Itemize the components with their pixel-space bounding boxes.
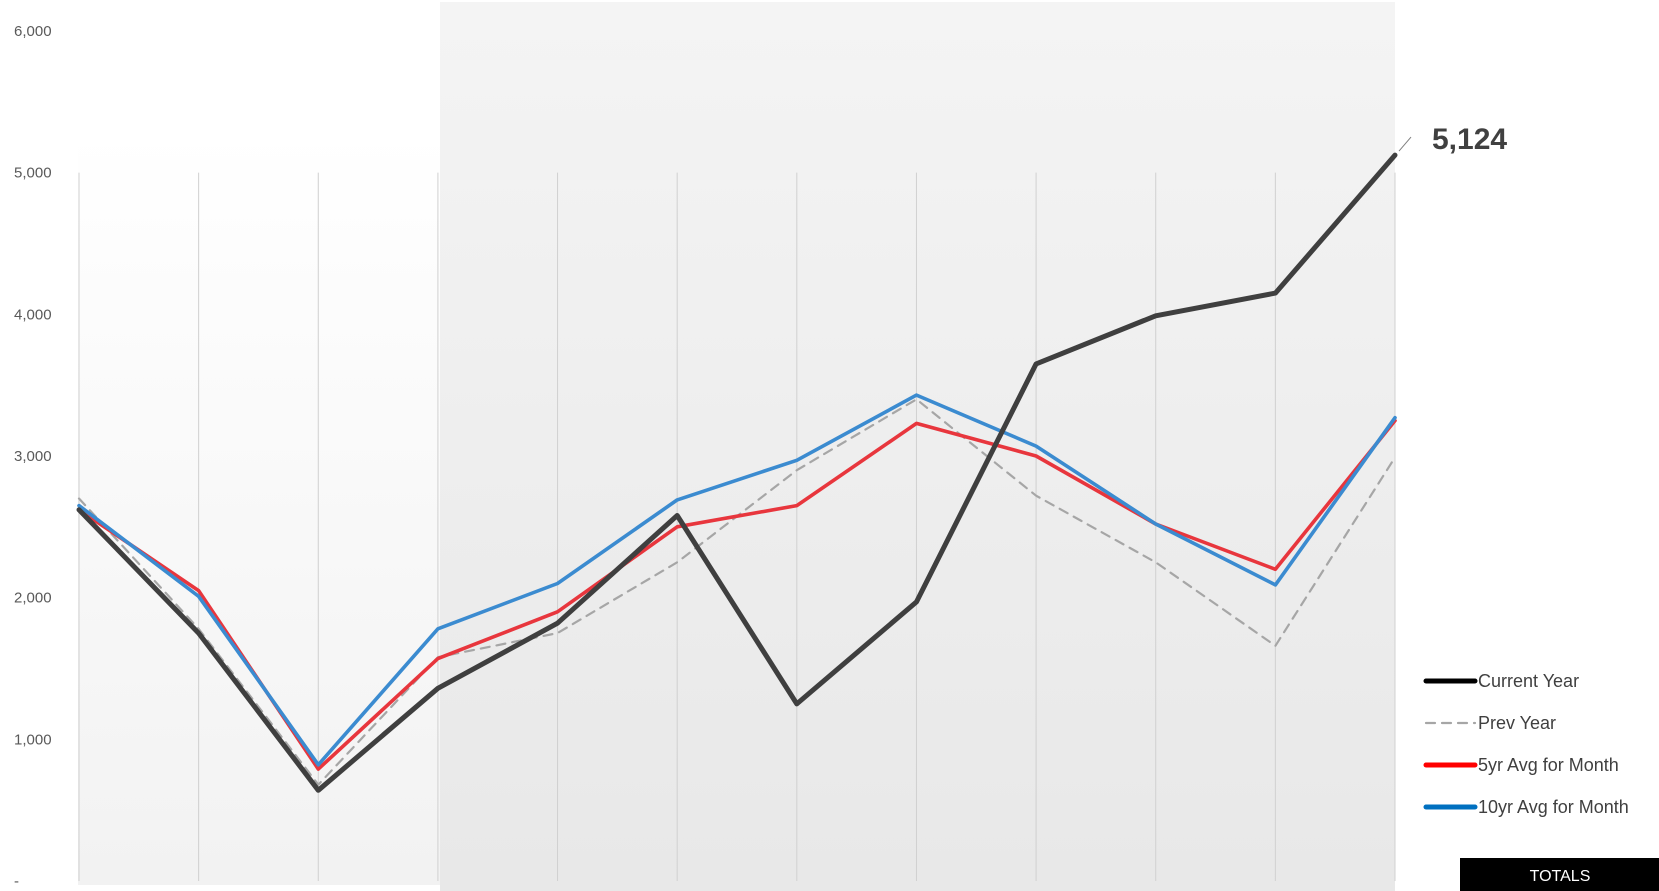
plot-background-left bbox=[78, 130, 440, 885]
y-axis: - 1,000 2,000 3,000 4,000 5,000 6,000 bbox=[14, 23, 52, 890]
y-tick-label: 4,000 bbox=[14, 306, 52, 323]
callout-leader-line bbox=[1398, 136, 1412, 152]
legend-label-1: Current Year bbox=[1478, 671, 1579, 691]
series-line-current-year bbox=[76, 152, 1398, 793]
legend-label-3: 5yr Avg for Month bbox=[1478, 755, 1619, 775]
y-tick-label: 3,000 bbox=[14, 448, 52, 465]
y-tick-label: 6,000 bbox=[14, 23, 52, 40]
legend-label-2: Prev Year bbox=[1478, 713, 1556, 733]
totals-label: TOTALS bbox=[1530, 868, 1591, 885]
legend-label-4: 10yr Avg for Month bbox=[1478, 797, 1629, 817]
series-lines bbox=[76, 152, 1398, 793]
totals-box-background bbox=[1460, 858, 1659, 891]
data-callout: 5,124 bbox=[1398, 123, 1507, 156]
plot-background-right bbox=[440, 2, 1395, 891]
y-tick-label: 5,000 bbox=[14, 165, 52, 182]
y-tick-label: 2,000 bbox=[14, 590, 52, 607]
legend: Current Year Prev Year 5yr Avg for Month 10… bbox=[1423, 671, 1629, 817]
totals-box: TOTALS bbox=[1460, 858, 1659, 891]
series-line-10yr-avg-for-month bbox=[77, 393, 1397, 767]
y-tick-label: 1,000 bbox=[14, 731, 52, 748]
callout-label: 5,124 bbox=[1432, 123, 1507, 156]
y-tick-label: - bbox=[14, 873, 19, 890]
